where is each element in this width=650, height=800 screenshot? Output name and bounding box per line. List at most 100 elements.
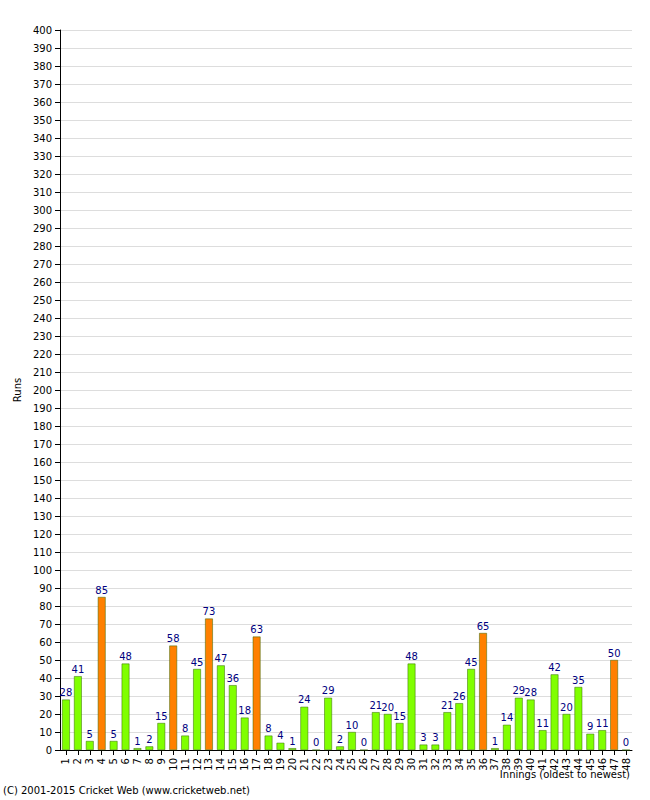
svg-text:2: 2 <box>146 734 152 745</box>
svg-text:300: 300 <box>33 205 52 216</box>
svg-text:41: 41 <box>72 664 85 675</box>
svg-text:11: 11 <box>596 718 609 729</box>
svg-text:220: 220 <box>33 349 52 360</box>
svg-text:250: 250 <box>33 295 52 306</box>
svg-text:15: 15 <box>393 711 406 722</box>
svg-text:21: 21 <box>441 700 454 711</box>
svg-text:20: 20 <box>381 702 394 713</box>
svg-text:26: 26 <box>453 691 466 702</box>
svg-text:26: 26 <box>358 758 369 771</box>
svg-text:36: 36 <box>226 673 239 684</box>
svg-text:9: 9 <box>587 721 593 732</box>
svg-text:47: 47 <box>215 653 228 664</box>
svg-text:44: 44 <box>573 758 584 771</box>
svg-text:18: 18 <box>238 705 251 716</box>
svg-text:210: 210 <box>33 367 52 378</box>
svg-text:11: 11 <box>180 758 191 771</box>
svg-text:8: 8 <box>182 723 188 734</box>
svg-text:46: 46 <box>597 758 608 771</box>
svg-text:33: 33 <box>442 758 453 771</box>
svg-text:18: 18 <box>263 758 274 771</box>
svg-text:14: 14 <box>501 712 514 723</box>
svg-text:240: 240 <box>33 313 52 324</box>
svg-text:3: 3 <box>84 758 95 764</box>
svg-text:390: 390 <box>33 43 52 54</box>
svg-text:58: 58 <box>167 633 180 644</box>
svg-text:17: 17 <box>251 758 262 771</box>
svg-text:4: 4 <box>277 730 283 741</box>
svg-text:1: 1 <box>492 736 498 747</box>
svg-text:19: 19 <box>275 758 286 771</box>
svg-text:20: 20 <box>287 758 298 771</box>
svg-text:31: 31 <box>418 758 429 771</box>
svg-text:42: 42 <box>548 662 561 673</box>
svg-text:130: 130 <box>33 511 52 522</box>
svg-text:190: 190 <box>33 403 52 414</box>
svg-text:180: 180 <box>33 421 52 432</box>
svg-text:24: 24 <box>335 758 346 771</box>
svg-text:370: 370 <box>33 79 52 90</box>
svg-text:35: 35 <box>466 758 477 771</box>
svg-text:160: 160 <box>33 457 52 468</box>
svg-text:120: 120 <box>33 529 52 540</box>
svg-text:(C) 2001-2015 Cricket Web (www: (C) 2001-2015 Cricket Web (www.cricketwe… <box>3 785 250 796</box>
svg-text:35: 35 <box>572 675 585 686</box>
svg-text:39: 39 <box>513 758 524 771</box>
svg-text:73: 73 <box>203 606 216 617</box>
svg-text:85: 85 <box>95 585 108 596</box>
svg-text:29: 29 <box>512 685 525 696</box>
svg-text:1: 1 <box>60 758 71 764</box>
svg-text:2: 2 <box>72 758 83 764</box>
svg-text:260: 260 <box>33 277 52 288</box>
svg-text:1: 1 <box>134 736 140 747</box>
svg-text:8: 8 <box>265 723 271 734</box>
svg-text:6: 6 <box>120 758 131 764</box>
svg-text:280: 280 <box>33 241 52 252</box>
svg-text:13: 13 <box>203 758 214 771</box>
svg-text:5: 5 <box>108 758 119 764</box>
svg-text:16: 16 <box>239 758 250 771</box>
svg-text:29: 29 <box>394 758 405 771</box>
svg-text:5: 5 <box>87 729 93 740</box>
svg-text:0: 0 <box>361 737 367 748</box>
svg-text:40: 40 <box>525 758 536 771</box>
svg-text:350: 350 <box>33 115 52 126</box>
svg-text:140: 140 <box>33 493 52 504</box>
svg-text:340: 340 <box>33 133 52 144</box>
svg-text:3: 3 <box>420 732 426 743</box>
svg-text:63: 63 <box>250 624 263 635</box>
svg-text:29: 29 <box>322 685 335 696</box>
svg-text:50: 50 <box>608 648 621 659</box>
svg-text:48: 48 <box>621 758 632 771</box>
svg-text:90: 90 <box>39 583 52 594</box>
svg-text:20: 20 <box>560 702 573 713</box>
svg-text:50: 50 <box>39 655 52 666</box>
svg-text:360: 360 <box>33 97 52 108</box>
svg-text:60: 60 <box>39 637 52 648</box>
svg-text:100: 100 <box>33 565 52 576</box>
svg-text:4: 4 <box>96 758 107 764</box>
svg-text:200: 200 <box>33 385 52 396</box>
svg-text:70: 70 <box>39 619 52 630</box>
svg-text:34: 34 <box>454 758 465 771</box>
svg-text:8: 8 <box>144 758 155 764</box>
svg-text:1: 1 <box>289 736 295 747</box>
svg-text:20: 20 <box>39 709 52 720</box>
svg-text:Runs: Runs <box>12 378 23 402</box>
svg-text:230: 230 <box>33 331 52 342</box>
svg-text:15: 15 <box>155 711 168 722</box>
svg-text:7: 7 <box>132 758 143 764</box>
svg-text:15: 15 <box>227 758 238 771</box>
svg-text:10: 10 <box>39 727 52 738</box>
svg-text:43: 43 <box>561 758 572 771</box>
svg-text:21: 21 <box>299 758 310 771</box>
svg-text:10: 10 <box>346 720 359 731</box>
svg-text:45: 45 <box>465 657 478 668</box>
svg-text:23: 23 <box>323 758 334 771</box>
svg-text:400: 400 <box>33 25 52 36</box>
svg-text:3: 3 <box>432 732 438 743</box>
svg-text:0: 0 <box>46 745 52 756</box>
svg-text:32: 32 <box>430 758 441 771</box>
svg-text:0: 0 <box>623 737 629 748</box>
svg-text:150: 150 <box>33 475 52 486</box>
